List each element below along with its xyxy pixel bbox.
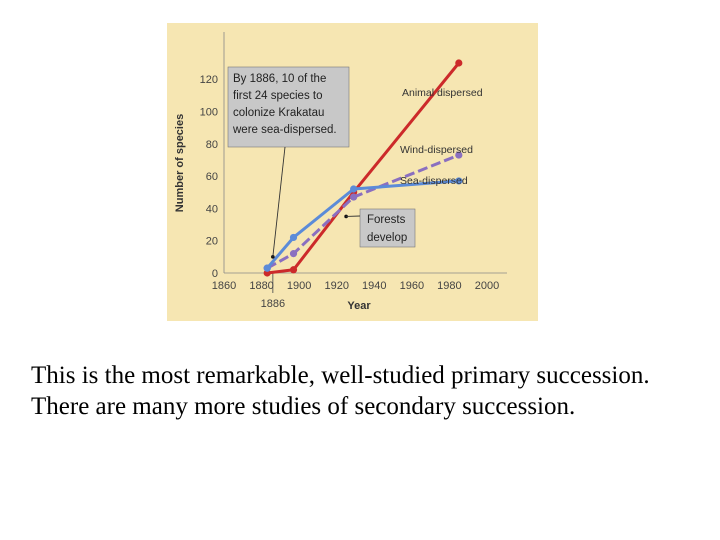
x-tick-label: 1900 bbox=[287, 280, 311, 292]
annotation-text-forests: Forests develop bbox=[367, 214, 409, 244]
data-point-wind bbox=[455, 151, 463, 159]
series-line-wind bbox=[266, 153, 460, 270]
y-tick-label: 60 bbox=[206, 171, 218, 183]
data-point-animal bbox=[289, 266, 298, 274]
x-tick-label: 1960 bbox=[400, 280, 424, 292]
series-line-sea bbox=[266, 179, 459, 270]
data-point-wind bbox=[350, 193, 358, 201]
chart-svg: 0 20 40 60 80 100 120 1860 1880 1900 1920 1940 1960… bbox=[167, 23, 538, 321]
data-point-wind bbox=[289, 250, 298, 258]
y-tick-label: 100 bbox=[200, 106, 218, 118]
x-tick-label: 1880 bbox=[249, 280, 273, 292]
series-lines bbox=[263, 59, 463, 277]
x-tick-label: 1920 bbox=[324, 280, 348, 292]
y-tick-label: 0 bbox=[212, 268, 218, 280]
x-axis-title: Year bbox=[347, 300, 371, 312]
x-tick-label: 2000 bbox=[475, 280, 499, 292]
y-axis-title: Number of species bbox=[174, 114, 186, 212]
x-tick-labels: 1860 1880 1900 1920 1940 1960 1980 2000 bbox=[212, 280, 499, 292]
annotation-dot-1886 bbox=[271, 255, 275, 259]
data-point-sea bbox=[455, 177, 463, 185]
x-tick-label: 1860 bbox=[212, 280, 236, 292]
annotation-text-1886: By 1886, 10 of the first 24 species to c… bbox=[232, 73, 337, 136]
series-line-animal bbox=[267, 62, 460, 275]
series-label-wind: Wind-dispersed bbox=[400, 144, 473, 156]
annotation-box-forests bbox=[359, 208, 416, 248]
slide-caption: This is the most remarkable, well-studie… bbox=[31, 362, 650, 420]
y-tick-label: 120 bbox=[200, 74, 218, 86]
year-1886-label: 1886 bbox=[261, 298, 285, 310]
data-point-animal bbox=[455, 59, 463, 67]
y-tick-label: 20 bbox=[206, 236, 218, 248]
y-tick-label: 40 bbox=[206, 203, 218, 215]
x-tick-label: 1940 bbox=[362, 280, 386, 292]
series-label-animal: Animal dispersed bbox=[402, 87, 483, 99]
data-point-sea bbox=[289, 233, 298, 242]
annotation-box-1886 bbox=[227, 66, 350, 148]
x-tick-label: 1980 bbox=[437, 280, 461, 292]
chart-figure: 0 20 40 60 80 100 120 1860 1880 1900 1920 1940 1960… bbox=[167, 23, 538, 321]
data-point-sea bbox=[263, 264, 271, 272]
chart-background bbox=[167, 23, 538, 321]
series-label-sea: Sea-dispersed bbox=[400, 175, 468, 187]
data-point-sea bbox=[350, 185, 358, 193]
y-tick-label: 80 bbox=[206, 139, 218, 151]
annotation-pointer-1886 bbox=[272, 146, 286, 257]
y-tick-labels: 0 20 40 60 80 100 120 bbox=[200, 74, 218, 280]
